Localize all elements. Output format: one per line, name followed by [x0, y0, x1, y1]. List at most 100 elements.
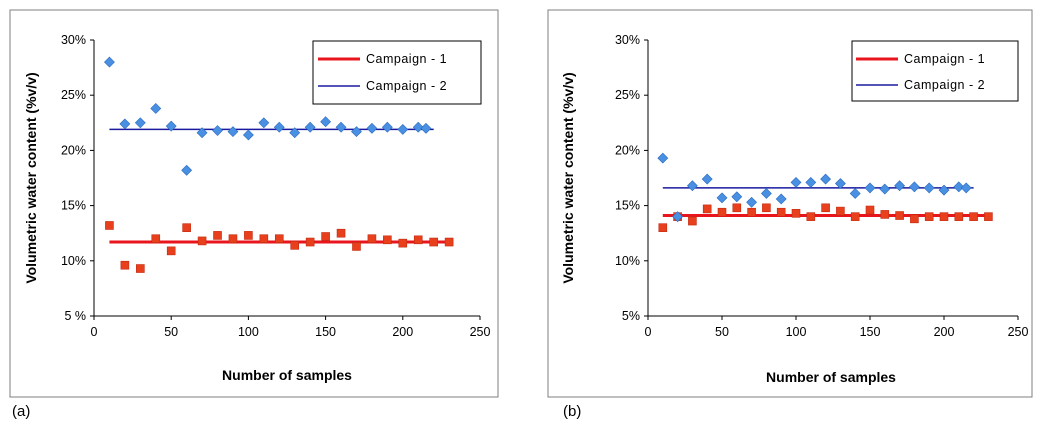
panel-a-y-tick-label: 20% — [61, 143, 86, 157]
panel-b-series-1-point — [791, 209, 801, 218]
panel-a-series-1-point — [166, 246, 176, 256]
panel-a-plot-area: 5 % 10% 15% 20% 25% 30% 0 50 100 150 200 250 — [61, 33, 491, 339]
panel-b-legend-box — [851, 40, 1019, 102]
panel-b-series-1-point — [747, 207, 756, 217]
panel-a-series-1-point — [228, 234, 238, 244]
panel-b-series-2-point — [923, 182, 935, 194]
panel-a-series-1-point — [383, 235, 392, 245]
panel-a-legend: Campaign - 1 Campaign - 2 — [312, 40, 482, 105]
panel-b-series-2-point — [938, 184, 950, 196]
panel-b-series-2-point — [864, 182, 876, 194]
panel-a-series-1-point — [321, 232, 330, 241]
panel-b-series-1-point — [850, 212, 860, 221]
panel-a-series-2-point — [335, 121, 347, 133]
panel-b-y-tick-label: 5% — [622, 309, 640, 323]
panel-b-series-1-point — [954, 212, 964, 221]
panel-b-series-1-point — [658, 223, 668, 232]
panel-b-series-1-point — [821, 203, 830, 213]
panel-b-series-1-point — [717, 207, 727, 217]
panel-a-series-2-point — [366, 122, 378, 134]
panel-b-x-tick-label: 250 — [1008, 325, 1029, 339]
panel-b-series-2-point — [820, 173, 832, 185]
panel-b-label: (b) — [563, 403, 581, 420]
panel-b-series-1-point — [762, 203, 771, 213]
panel-b-legend: Campaign - 1 Campaign - 2 — [851, 40, 1019, 102]
panel-a-x-tick-label: 150 — [315, 325, 336, 339]
panel-b-series-1-point — [776, 207, 786, 217]
panel-a-label: (a) — [12, 403, 30, 420]
panel-a-series-2-point — [351, 126, 362, 138]
panel-b-series-1-point — [865, 205, 875, 215]
panel-b-x-tick-label: 100 — [786, 325, 807, 339]
panel-a-y-tick-label: 15% — [61, 199, 86, 213]
panel-a-series-1-point — [413, 235, 423, 245]
panel-a-y-tick-label: 10% — [61, 254, 86, 268]
panel-b-series-1-point — [910, 214, 919, 224]
panel-a-series-1-point — [429, 237, 438, 247]
panel-b-series-2-point — [701, 173, 713, 185]
panel-b-series-2-point — [657, 152, 669, 164]
panel-b-series-1-point — [702, 204, 712, 214]
panel-a-series-1-point — [444, 237, 454, 247]
panel-b-series-2-point — [894, 180, 906, 192]
panel-a-series-2-point — [119, 118, 131, 130]
panel-b-series-2-point — [849, 188, 861, 199]
panel-a-series-1-point — [151, 234, 161, 244]
panel-a-series-2-point — [289, 127, 301, 139]
panel-a-series-1-point — [136, 264, 145, 273]
panel-b-series-1-point — [732, 203, 742, 213]
panel-b-series-1-point — [895, 211, 904, 220]
panel-b-series-2-point — [960, 182, 972, 194]
panel-b-legend-label-campaign-1: Campaign - 1 — [904, 52, 985, 66]
panel-b-series-2-point — [805, 176, 817, 188]
panel-a-series-2-point — [420, 122, 432, 134]
panel-b-series-1-point — [939, 212, 949, 221]
panel-a-series-1-point — [197, 236, 207, 246]
panel-a-series-2-point — [134, 117, 146, 129]
panel-a-x-tick-label: 0 — [91, 325, 98, 339]
panel-a-series-1-point — [105, 221, 114, 230]
panel-b-series-1-point — [984, 212, 993, 221]
panel-b-y-tick-label: 15% — [615, 199, 640, 213]
panel-a-legend-label-campaign-2: Campaign - 2 — [366, 79, 447, 93]
chart-panel-b: Volumetric water content (%v/v) Number o… — [547, 9, 1033, 398]
panel-a-series-1-point — [120, 260, 130, 270]
panel-b-xlabel: Number of samples — [766, 369, 896, 385]
panel-b-series-2-point — [879, 183, 891, 195]
panel-a-x-tick-label: 200 — [392, 325, 413, 339]
panel-a-series-1-point — [290, 241, 300, 250]
panel-a-xlabel: Number of samples — [222, 367, 352, 383]
panel-a-series-2-point — [304, 121, 316, 133]
panel-b-plot-area: 5% 10% 15% 20% 25% 30% 0 50 100 150 200 250 — [615, 33, 1029, 339]
panel-b-x-tick-label: 200 — [934, 325, 955, 339]
panel-a-y-tick-label: 30% — [61, 33, 86, 47]
panel-a-series-2-point — [150, 103, 162, 114]
panel-a-series-1-point — [274, 234, 284, 244]
panel-a-legend-box — [312, 40, 482, 105]
panel-a-series-2-point — [212, 125, 223, 136]
panel-a-series-1-point — [213, 231, 222, 240]
panel-b-ylabel: Volumetric water content (%v/v) — [560, 72, 576, 283]
panel-a-series-1-point — [182, 223, 191, 232]
panel-a-series-1-point — [244, 231, 253, 240]
panel-a-series-2-point — [227, 126, 239, 138]
panel-b-series-2-point — [908, 181, 920, 193]
panel-a-series-1-point — [352, 242, 361, 251]
panel-a-series-1-point — [305, 237, 315, 247]
panel-b-y-tick-label: 25% — [615, 88, 640, 102]
panel-a-series-2-point — [397, 123, 409, 135]
panel-a-ylabel: Volumetric water content (%v/v) — [23, 72, 39, 283]
panel-b-series-2-point — [672, 211, 684, 223]
panel-b-y-tick-label: 30% — [615, 33, 640, 47]
panel-a-series-2-point — [181, 164, 193, 176]
panel-b-series-2-point — [775, 193, 787, 205]
panel-b-series-1-point — [924, 212, 934, 221]
panel-b-series-2-point — [760, 188, 772, 199]
panel-b-series-2-point — [686, 180, 698, 192]
panel-a-x-tick-label: 100 — [238, 325, 259, 339]
panel-a-series-2-point — [242, 129, 254, 141]
panel-b-x-tick-label: 0 — [645, 325, 652, 339]
panel-a-series-2-point — [381, 121, 393, 133]
panel-b-x-tick-label: 150 — [860, 325, 881, 339]
